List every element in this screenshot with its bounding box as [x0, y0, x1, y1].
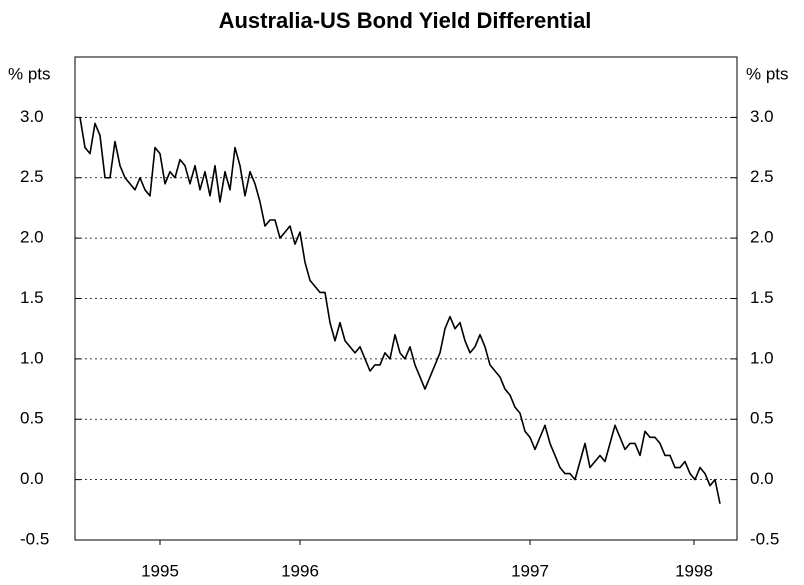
y-tick-label-left: 2.0	[20, 228, 44, 247]
y-tick-label-left: 0.0	[20, 469, 44, 488]
y-tick-label-right: 0.5	[750, 409, 774, 428]
data-line	[79, 117, 721, 504]
x-tick-label: 1998	[675, 561, 713, 580]
y-tick-label-right: 2.5	[750, 167, 774, 186]
y-tick-label-left: 1.5	[20, 288, 44, 307]
y-axis-label-right: % pts	[746, 64, 789, 83]
y-tick-label-left: 3.0	[20, 107, 44, 126]
y-tick-label-right: 2.0	[750, 228, 774, 247]
y-tick-label-right: 1.0	[750, 348, 774, 367]
x-tick-label: 1995	[141, 561, 179, 580]
y-tick-label-left: 0.5	[20, 409, 44, 428]
chart-title: Australia-US Bond Yield Differential	[219, 8, 592, 33]
y-tick-label-right: 3.0	[750, 107, 774, 126]
y-axis-label-left: % pts	[8, 64, 51, 83]
x-tick-label: 1997	[511, 561, 549, 580]
y-tick-label-right: -0.5	[750, 529, 779, 548]
y-tick-label-right: 1.5	[750, 288, 774, 307]
y-tick-label-left: 1.0	[20, 348, 44, 367]
y-tick-label-right: 0.0	[750, 469, 774, 488]
x-tick-label: 1996	[281, 561, 319, 580]
y-tick-label-left: 2.5	[20, 167, 44, 186]
y-tick-label-left: -0.5	[20, 529, 49, 548]
